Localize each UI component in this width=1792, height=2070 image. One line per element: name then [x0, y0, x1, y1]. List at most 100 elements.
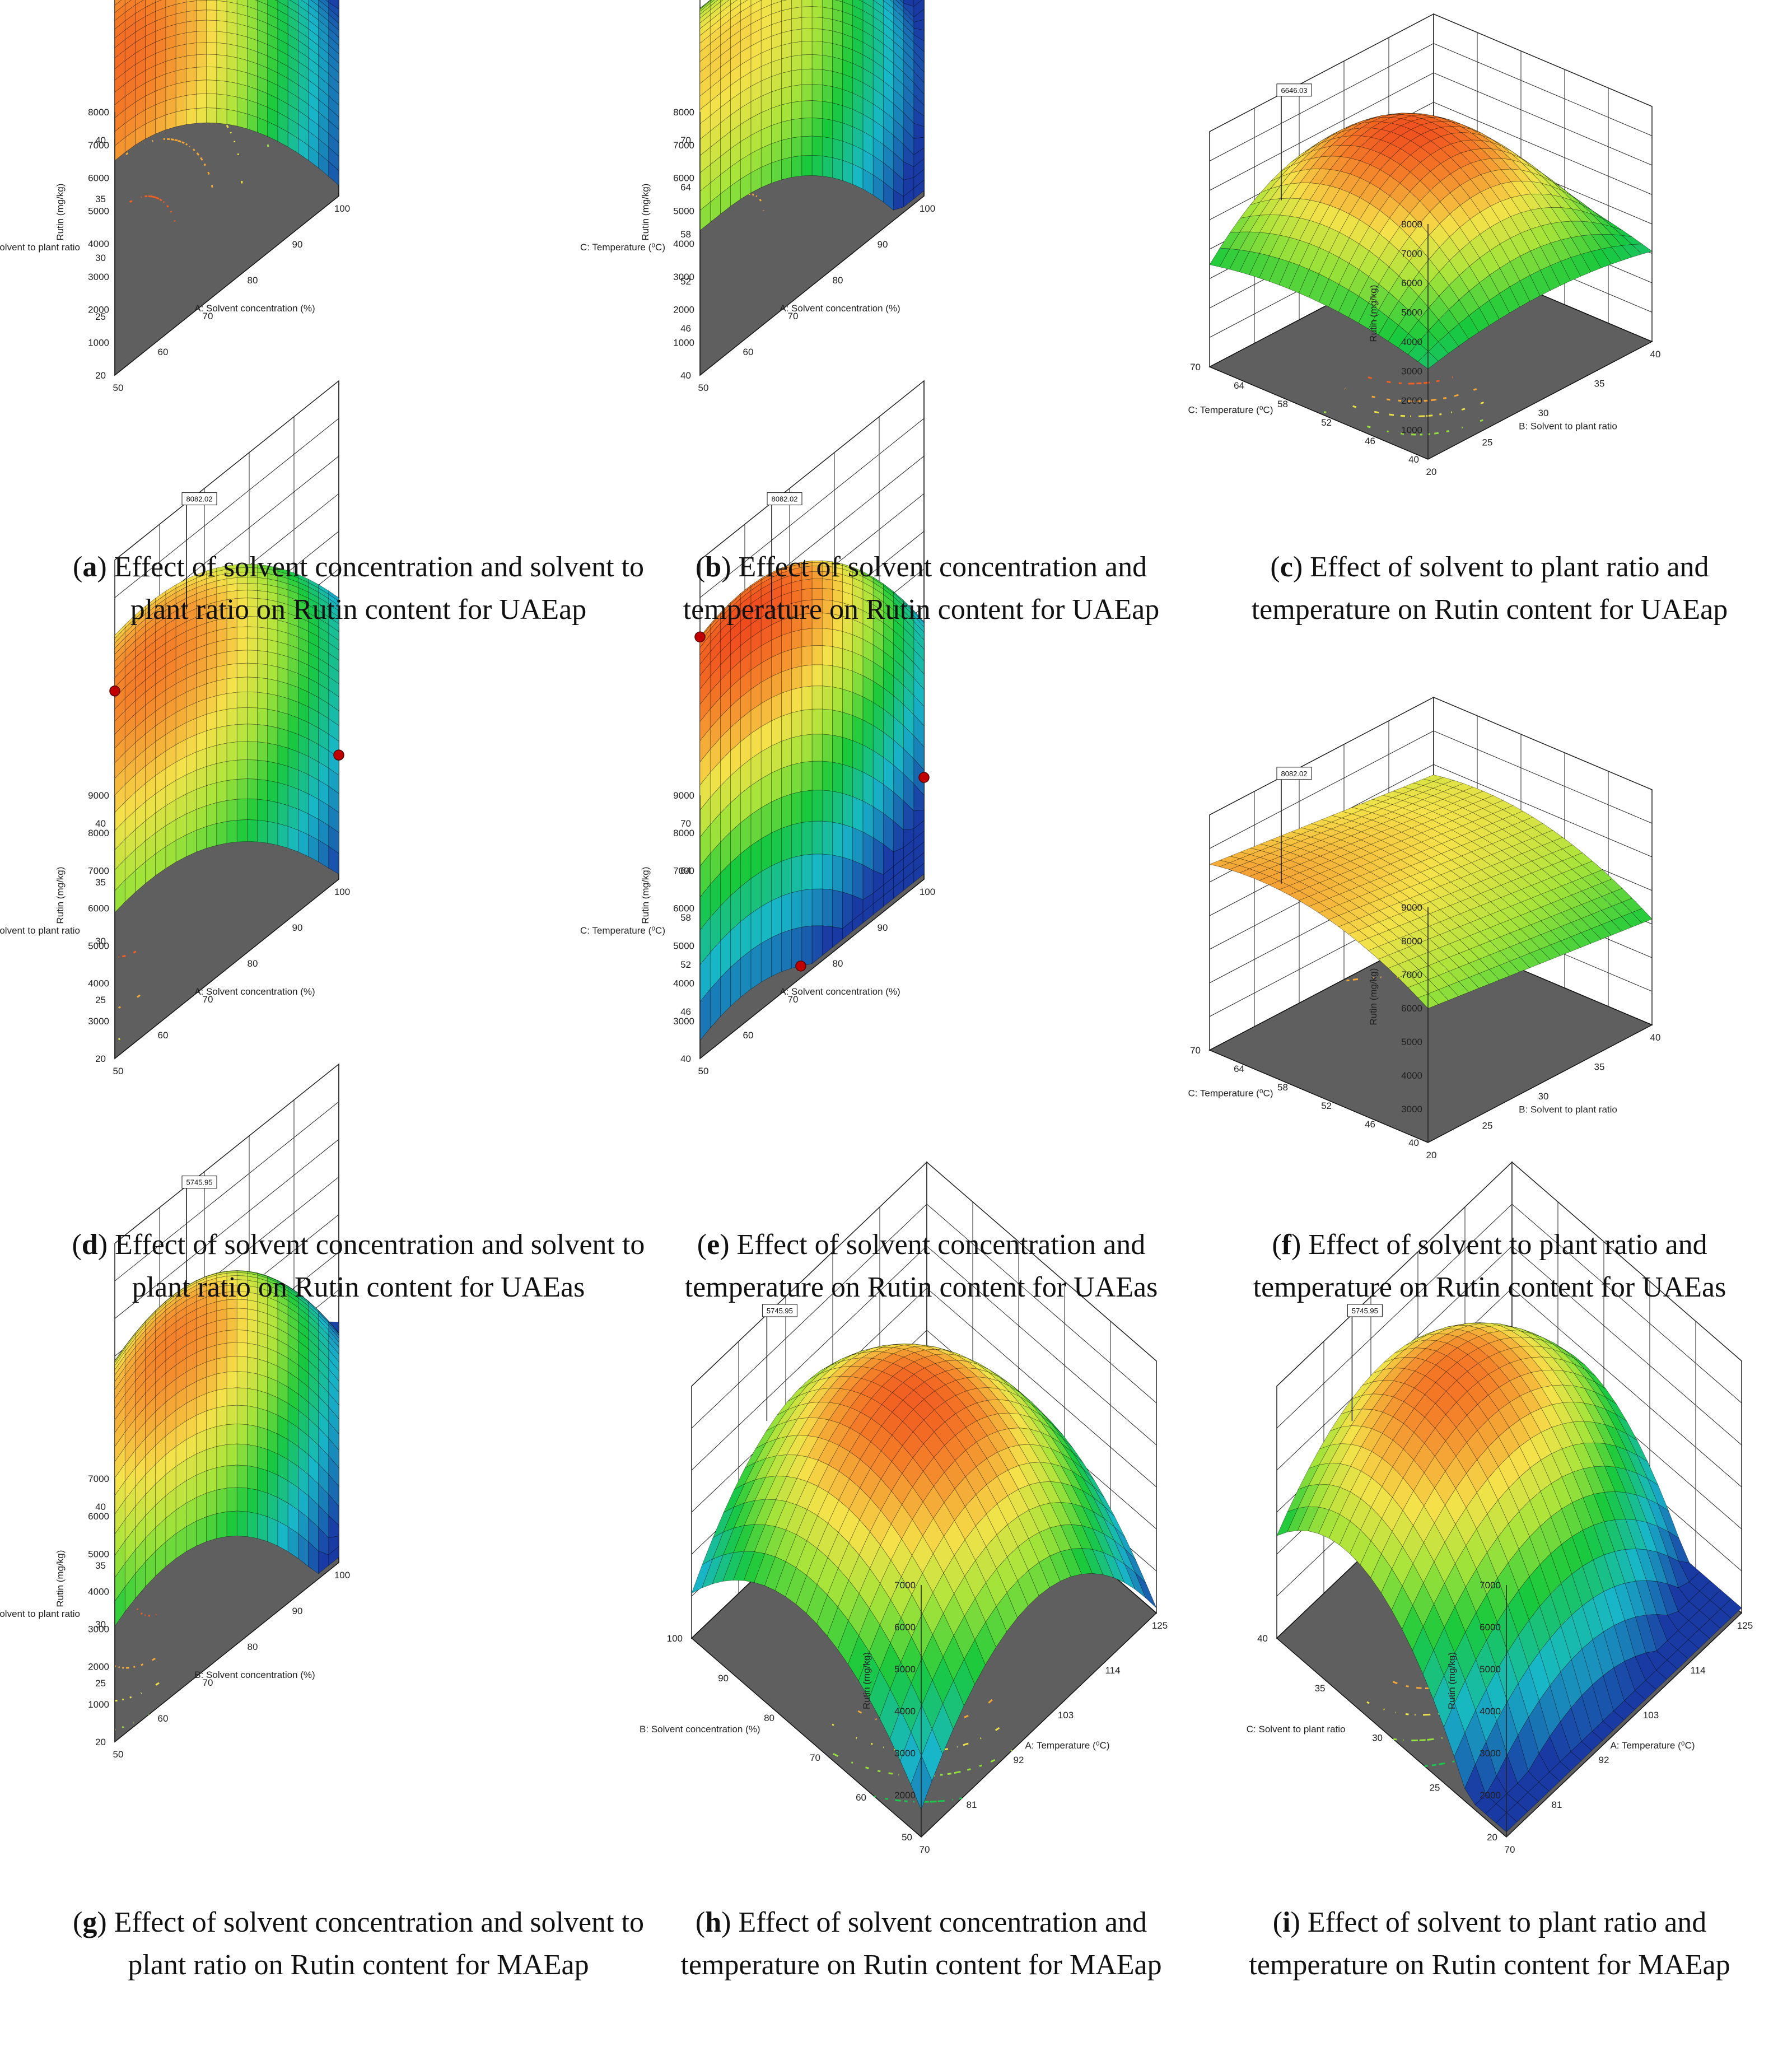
y-tick-label: 20: [95, 1737, 106, 1747]
max-flag-label: 8082.02: [772, 495, 798, 503]
surface-cell: [226, 1387, 237, 1406]
z-tick-label: 1000: [88, 1699, 109, 1710]
surface-cell: [216, 67, 227, 82]
y-tick-label: 40: [680, 1053, 691, 1064]
surface-cell: [760, 801, 772, 840]
y-tick-label: 25: [95, 1678, 106, 1689]
surface-cell: [267, 800, 278, 824]
surface-cell: [236, 759, 248, 780]
surface-cell: [226, 81, 237, 97]
x-tick-label: 125: [1737, 1620, 1753, 1631]
z-tick-label: 7000: [88, 1474, 109, 1484]
surface-cell: [236, 650, 248, 664]
z-tick-label: 6000: [1480, 1622, 1501, 1633]
max-flag-label: 8082.02: [1281, 770, 1308, 778]
surface-cell: [811, 888, 823, 926]
surface-cell: [771, 693, 782, 721]
surface-cell: [257, 1513, 268, 1542]
surface-cell: [801, 761, 813, 792]
y-tick-label: 52: [680, 959, 691, 970]
surface-cell: [791, 855, 802, 893]
z-tick-label: 2000: [88, 305, 109, 315]
surface-cell: [267, 1470, 278, 1498]
caption-a: (a) Effect of solvent concentration and …: [73, 551, 644, 626]
surface-cell: [226, 55, 237, 71]
y-tick-label: 58: [1277, 1082, 1288, 1093]
surface-cell: [175, 55, 186, 71]
surface-cell: [236, 663, 248, 678]
surface-cell: [277, 680, 288, 699]
surface-cell: [247, 1318, 258, 1333]
surface-cell: [226, 663, 237, 679]
surface-cell: [862, 771, 874, 807]
surface-cell: [206, 20, 217, 32]
y-tick-label: 90: [718, 1673, 729, 1684]
surface-cell: [226, 779, 237, 801]
surface-cell: [842, 668, 853, 693]
x-tick-label: 80: [248, 958, 258, 969]
y-tick-label: 20: [1487, 1832, 1497, 1843]
surface-cell: [216, 651, 227, 668]
x-axis-label: A: Temperature (⁰C): [1610, 1740, 1695, 1751]
surface-cell: [822, 101, 833, 120]
z-tick-label: 9000: [673, 790, 694, 801]
surface-cell: [216, 1444, 227, 1468]
y-tick-label: 70: [1190, 362, 1201, 372]
surface-cell: [801, 100, 813, 119]
surface-cell: [811, 155, 823, 176]
surface-cell: [832, 86, 843, 106]
surface-cell: [226, 68, 237, 84]
surface-cell: [801, 686, 813, 711]
surface-cell: [247, 650, 258, 664]
surface-cell: [216, 1356, 227, 1374]
surface-cell: [226, 1510, 237, 1537]
surface-cell: [811, 0, 823, 8]
surface-cell: [267, 1493, 278, 1522]
max-flag-box: [181, 1176, 217, 1189]
surface-cell: [226, 1330, 237, 1344]
surface-cell: [852, 767, 864, 801]
surface-cell: [791, 118, 802, 138]
y-tick-label: 35: [95, 194, 106, 204]
surface-cell: [175, 81, 186, 98]
surface-cell: [781, 824, 792, 862]
max-flag-box: [1276, 83, 1312, 97]
surface-cell: [216, 693, 227, 712]
surface-cell: [206, 695, 217, 715]
surface-cell: [216, 10, 227, 22]
y-tick-label: 64: [680, 182, 691, 193]
surface-cell: [277, 728, 288, 748]
surface-cell: [247, 1424, 258, 1447]
surface-cell: [842, 824, 853, 861]
surface-cell: [216, 664, 227, 682]
surface-cell: [811, 17, 823, 30]
surface-cell: [206, 67, 217, 81]
response-surface: [699, 560, 925, 1041]
response-surface: [1209, 113, 1653, 369]
surface-cell: [842, 688, 853, 716]
panel-f: 3000 4000 5000 6000 7000 8000 9000 Rutin (mg/kg…: [1188, 694, 1775, 1210]
surface-cell: [277, 782, 288, 806]
z-tick-label: 1000: [673, 337, 694, 348]
x-tick-label: 114: [1690, 1665, 1705, 1676]
surface-cell: [791, 29, 802, 43]
z-tick-label: 1000: [1401, 425, 1422, 436]
surface-cell: [196, 93, 207, 109]
surface-cell: [175, 32, 186, 47]
x-tick-label: 100: [334, 1570, 350, 1581]
panel-h: 2000 3000 4000 5000 6000 7000 Rutin (mg/kg) 70 8…: [608, 1161, 1190, 1893]
z-tick-label: 4000: [1401, 1070, 1422, 1081]
surface-cell: [257, 1407, 268, 1430]
surface-cell: [247, 1511, 258, 1539]
surface-cell: [832, 665, 843, 689]
z-tick-label: 4000: [1401, 337, 1422, 347]
surface-cell: [822, 85, 833, 104]
surface-plot-e: 3000 4000 5000 6000 7000 8000 9000 Rutin (mg/kg…: [580, 380, 935, 1076]
y-tick-label: 30: [95, 253, 106, 263]
surface-cell: [226, 799, 237, 822]
surface-cell: [852, 796, 864, 832]
surface-cell: [236, 111, 248, 129]
surface-cell: [226, 820, 237, 843]
z-tick-label: 2000: [1480, 1790, 1501, 1801]
x-tick-label: 40: [1650, 349, 1661, 360]
